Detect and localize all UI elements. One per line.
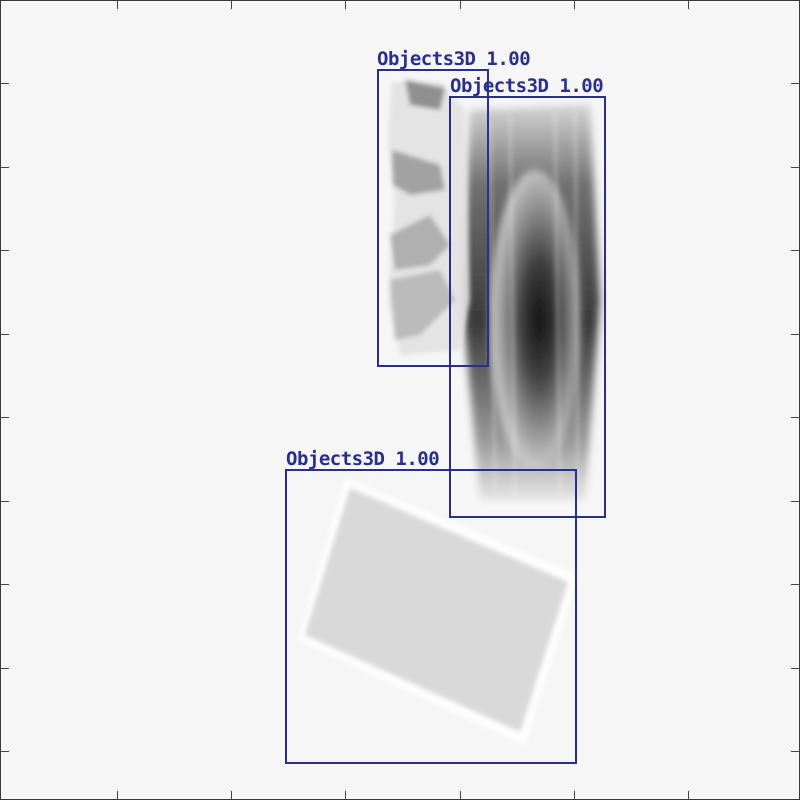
dense-cylindrical-object xyxy=(462,105,600,500)
frame-tick xyxy=(791,501,799,502)
frame-tick xyxy=(791,668,799,669)
frame-tick xyxy=(1,334,9,335)
frame-tick xyxy=(117,791,118,799)
rectangular-block xyxy=(298,478,578,745)
frame-tick xyxy=(231,1,232,9)
detection-box-3[interactable] xyxy=(285,469,577,764)
detection-label-1: Objects3D 1.00 xyxy=(377,48,531,70)
frame-tick xyxy=(791,83,799,84)
frame-tick xyxy=(688,791,689,799)
frame-tick xyxy=(791,751,799,752)
frame-tick xyxy=(117,1,118,9)
detection-label-3: Objects3D 1.00 xyxy=(286,448,440,470)
frame-tick xyxy=(1,417,9,418)
frame-tick xyxy=(345,1,346,9)
frame-tick xyxy=(791,167,799,168)
detection-box-2[interactable] xyxy=(449,96,606,518)
frame-tick xyxy=(231,791,232,799)
frame-tick xyxy=(688,1,689,9)
frame-tick xyxy=(1,250,9,251)
frame-tick xyxy=(1,167,9,168)
detection-box-1[interactable] xyxy=(377,69,489,367)
frame-tick xyxy=(460,791,461,799)
frame-tick xyxy=(345,791,346,799)
frame-tick xyxy=(1,584,9,585)
frame-tick xyxy=(1,751,9,752)
frame-tick xyxy=(574,791,575,799)
frame-tick xyxy=(791,584,799,585)
frame-tick xyxy=(791,250,799,251)
frame-tick xyxy=(460,1,461,9)
frame-tick xyxy=(791,334,799,335)
frame-tick xyxy=(791,417,799,418)
frame-tick xyxy=(1,83,9,84)
frame-tick xyxy=(1,501,9,502)
frame-tick xyxy=(574,1,575,9)
detection-label-2: Objects3D 1.00 xyxy=(450,75,604,97)
frame-tick xyxy=(1,668,9,669)
